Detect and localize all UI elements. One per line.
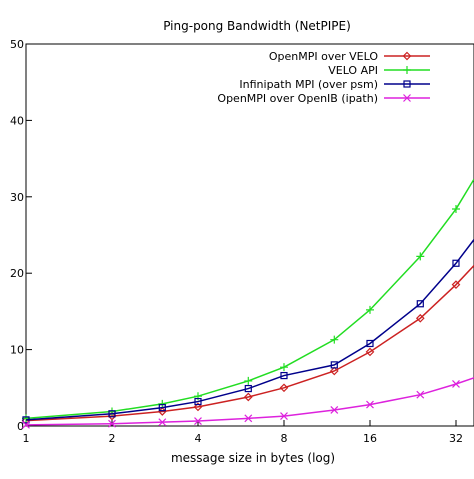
data-point [108,419,116,428]
data-point [158,418,167,427]
plot-frame [25,43,474,427]
data-point [108,410,116,418]
data-point [452,259,460,267]
data-point [402,51,412,61]
x-tick-label: 32 [449,432,463,445]
data-point [366,339,374,348]
legend-label: VELO API [328,64,378,77]
y-tick-label: 40 [10,114,24,127]
data-point [193,402,203,412]
data-point [329,366,339,376]
data-point [107,411,117,421]
x-tick-label: 4 [194,432,201,445]
data-point [22,420,30,429]
data-point [365,347,375,357]
axes: 0 10 20 30 40 50 1 2 4 8 16 32 [10,38,474,445]
x-axis-label: message size in bytes (log) [171,451,335,465]
y-tick-label: 50 [10,38,24,51]
x-tick-label: 2 [108,432,115,445]
data-point [158,399,167,408]
data-point [452,380,460,388]
data-point [244,384,252,393]
data-point [280,371,288,380]
series-group [21,178,474,429]
data-point [280,412,288,420]
data-point [366,400,374,409]
chart-title: Ping-pong Bandwidth (NetPIPE) [163,19,351,33]
data-point [244,414,253,423]
data-point [279,383,289,393]
data-point [194,417,202,425]
data-point [403,66,411,74]
legend-label: Infinipath MPI (over psm) [239,78,378,91]
series-line [25,178,474,420]
data-point [403,80,411,88]
data-point [415,313,425,323]
data-point [243,392,253,402]
data-point [451,205,460,214]
data-point [416,252,425,261]
x-tick-label: 8 [280,432,287,445]
series-line [25,239,474,421]
data-point [158,404,166,412]
legend-label: OpenMPI over VELO [269,50,378,63]
y-tick-label: 0 [17,420,24,433]
data-point [416,390,425,399]
data-point [451,280,461,290]
data-point [194,397,202,406]
y-tick-label: 30 [10,191,24,204]
x-tick-label: 1 [23,432,30,445]
data-point [416,300,424,308]
series-line [25,265,474,422]
x-tick-label: 16 [363,432,377,445]
y-tick-label: 10 [10,344,24,357]
data-point [330,361,338,369]
data-point [403,94,411,102]
data-point [22,416,30,424]
data-point [330,406,339,414]
data-point [279,363,288,372]
y-tick-label: 20 [10,267,24,280]
data-point [330,335,339,344]
data-point [365,305,374,314]
data-point [244,376,253,385]
legend-label: OpenMPI over OpenIB (ipath) [217,92,378,105]
